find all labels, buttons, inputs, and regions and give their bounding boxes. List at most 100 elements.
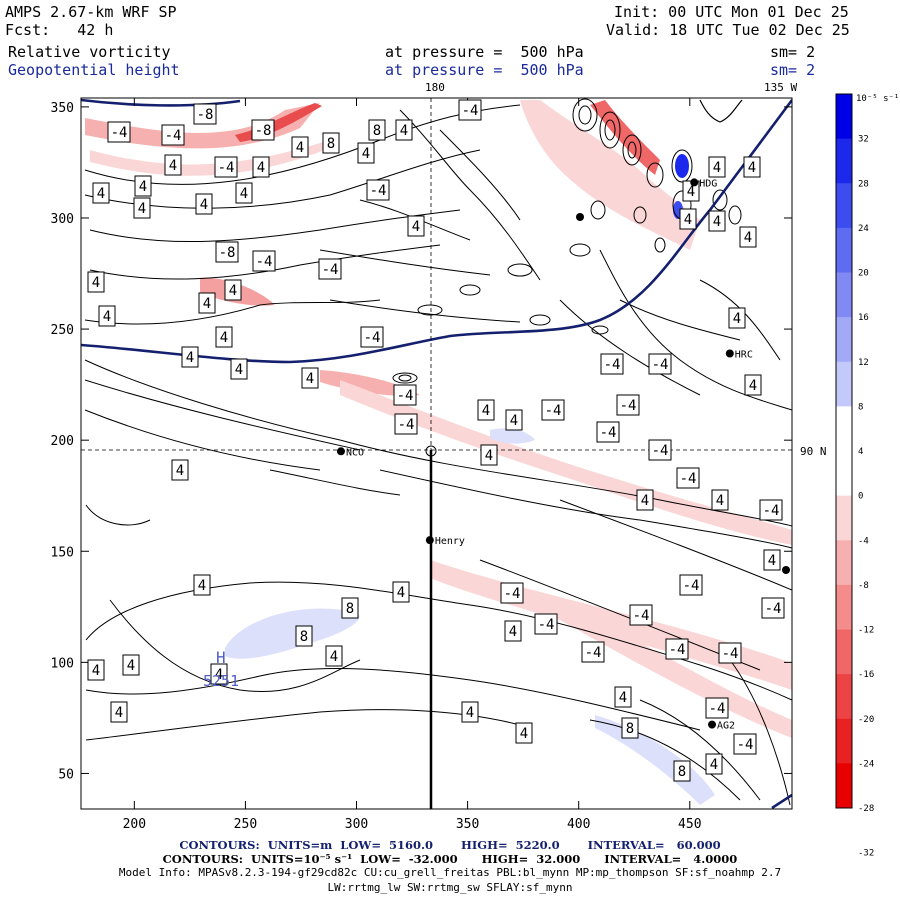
contour-label: 8 — [673, 760, 691, 782]
colorbar-swatch — [836, 451, 852, 497]
contour-label-text: 4 — [138, 201, 146, 217]
low-marker: H — [216, 648, 226, 667]
contour-label-text: -8 — [219, 245, 236, 261]
contour-label-text: 4 — [744, 230, 752, 246]
colorbar-unit: 10⁻⁵ s⁻¹ — [856, 94, 899, 104]
contour-label-box — [676, 467, 700, 489]
contour-label-box — [224, 279, 242, 301]
contour-label-box — [325, 645, 343, 667]
colorbar-swatch — [836, 317, 852, 363]
contour-label: -4 — [581, 641, 605, 663]
colorbar: 10⁻⁵ s⁻¹ 32 28 24 20 16 12 8 4 0 -4 -8 -12 -16 -20 -24… — [835, 93, 899, 859]
contour-label-text: 4 — [641, 493, 649, 509]
station-marker — [690, 178, 699, 187]
contour-label-text: 4 — [92, 275, 100, 291]
contour-label-box — [195, 193, 213, 215]
contour-label-box — [215, 241, 239, 263]
y-tick-label: 50 — [58, 767, 74, 782]
contour-label-box — [318, 258, 342, 280]
colorbar-swatch — [836, 584, 852, 630]
contour-label-text: 4 — [684, 212, 692, 228]
contour-label: 4 — [92, 182, 110, 204]
contour-label-text: 4 — [748, 160, 756, 176]
contour-label-text: 4 — [176, 463, 184, 479]
colorbar-swatch — [836, 361, 852, 407]
contour-label-text: 4 — [235, 362, 243, 378]
pole-marker — [425, 445, 437, 457]
field1-level: at pressure = 500 hPa — [385, 43, 584, 61]
contour-label: -4 — [629, 604, 653, 626]
contour-label-box — [407, 215, 425, 237]
contour-label-box — [648, 353, 672, 375]
y-tick-label: 100 — [51, 656, 74, 671]
contour-label: 4 — [614, 686, 632, 708]
contour-label-text: -4 — [364, 330, 381, 346]
field2-name: Geopotential height — [8, 61, 180, 79]
station-label: HRC — [735, 350, 753, 361]
contour-label-box — [596, 421, 620, 443]
contour-label-text: 4 — [200, 197, 208, 213]
contour-label-box — [614, 686, 632, 708]
contour-label-text: 4 — [139, 179, 147, 195]
contour-label-text: -4 — [398, 417, 415, 433]
colorbar-frame — [835, 93, 853, 809]
contour-label-box — [665, 638, 689, 660]
lon-label-180: 180 — [425, 81, 445, 94]
contour-label-text: 4 — [397, 585, 405, 601]
contour-label-box — [616, 394, 640, 416]
colorbar-tick-label: 0 — [858, 492, 863, 502]
field1-smoothing: sm= 2 — [770, 43, 816, 61]
contour-label: 4 — [133, 197, 151, 219]
contour-label: -4 — [616, 394, 640, 416]
contour-label: -4 — [761, 597, 785, 619]
contour-label: 4 — [636, 489, 654, 511]
contour-label: -4 — [665, 638, 689, 660]
contour-label-box — [541, 399, 565, 421]
station-marker — [708, 720, 717, 729]
contour-label-text: -4 — [709, 701, 726, 717]
contour-label-text: 4 — [619, 690, 627, 706]
contour-label-text: -4 — [397, 388, 414, 404]
contour-label: -4 — [596, 421, 620, 443]
contour-label-box — [181, 346, 199, 368]
contour-label-text: -4 — [652, 443, 669, 459]
contour-label: 4 — [110, 701, 128, 723]
x-tick-label: 350 — [456, 817, 479, 832]
contour-label: -4 — [676, 467, 700, 489]
contour-label: 4 — [193, 574, 211, 596]
contour-label: 4 — [395, 119, 413, 141]
forecast-hour: Fcst: 42 h — [5, 21, 114, 39]
colorbar-swatch — [836, 763, 852, 809]
contour-label: -4 — [500, 582, 524, 604]
contour-label-text: -4 — [683, 578, 700, 594]
contour-label: 4 — [705, 753, 723, 775]
contour-label-box — [743, 156, 761, 178]
contour-label: 4 — [230, 358, 248, 380]
contour-label-box — [107, 121, 131, 143]
contour-label-text: -4 — [370, 183, 387, 199]
contour-label-box — [739, 226, 757, 248]
contour-label: -4 — [366, 179, 390, 201]
contour-label-box — [291, 136, 309, 158]
contour-label-text: -4 — [256, 254, 273, 270]
contour-label-box — [92, 182, 110, 204]
contour-label-text: 4 — [229, 283, 237, 299]
contour-label: 4 — [739, 226, 757, 248]
contour-label-box — [763, 549, 781, 571]
neg-vorticity-band — [90, 140, 330, 176]
contour-label-text: -4 — [322, 262, 339, 278]
height-contour-info: CONTOURS: UNITS=m LOW= 5160.0 HIGH= 5220… — [179, 838, 721, 852]
contour-label-text: 4 — [400, 123, 408, 139]
contour-label-box — [392, 581, 410, 603]
contour-label-text: 4 — [97, 186, 105, 202]
contour-label-text: 4 — [203, 296, 211, 312]
contour-label-text: 4 — [296, 140, 304, 156]
contour-label-box — [322, 132, 340, 154]
contour-label-text: 4 — [716, 493, 724, 509]
y-tick-label: 250 — [51, 323, 74, 338]
colorbar-swatch — [836, 227, 852, 273]
colorbar-tick-label: -32 — [858, 849, 874, 859]
vorticity-contour-info: CONTOURS: UNITS=10⁻⁵ s⁻¹ LOW= -32.000 HI… — [162, 852, 738, 866]
contour-label: -4 — [600, 353, 624, 375]
field1-name: Relative vorticity — [8, 43, 171, 61]
